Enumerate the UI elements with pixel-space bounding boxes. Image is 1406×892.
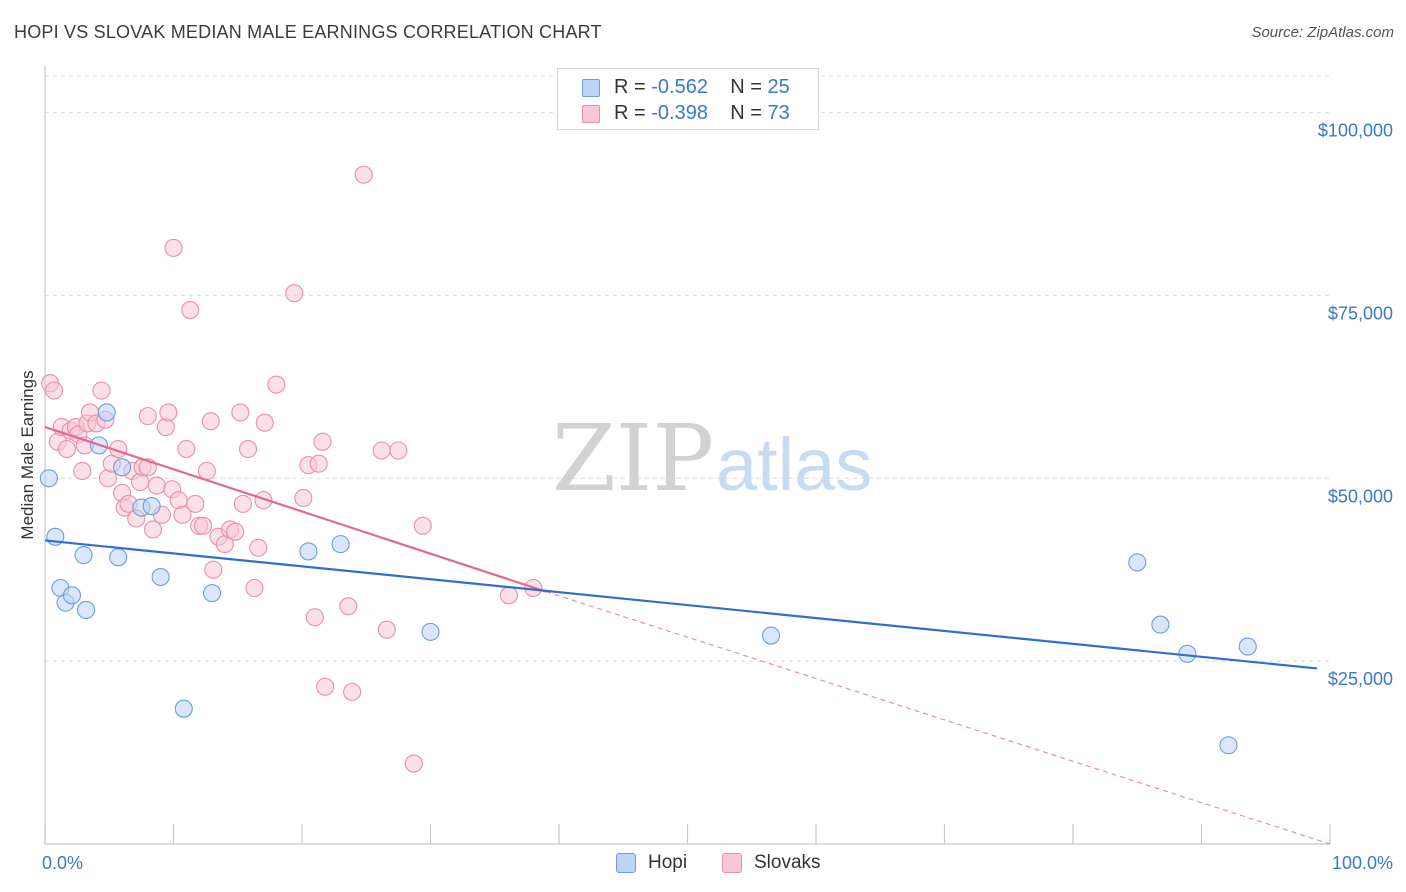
- source-label: Source: ZipAtlas.com: [1251, 24, 1394, 41]
- slovaks-point: [313, 432, 332, 451]
- tick-labels: $25,000 $50,000 $75,000 $100,000 0.0% 100.0% M…: [18, 121, 1393, 873]
- slovaks-point: [44, 381, 64, 400]
- slovaks-trend-line: [44, 426, 547, 593]
- hopi-point: [299, 542, 318, 561]
- hopi-point: [97, 403, 116, 422]
- hopi-point: [1238, 637, 1257, 656]
- hopi-point: [142, 497, 161, 516]
- r-label: R =: [614, 76, 652, 98]
- hopi-swatch: [616, 853, 636, 873]
- bottom-legend-label: Slovaks: [754, 852, 821, 873]
- slovaks-point: [201, 412, 220, 431]
- r-label: R =: [614, 102, 652, 124]
- slovaks-point: [147, 476, 166, 495]
- slovaks-point: [343, 682, 362, 701]
- slovaks-point: [238, 439, 258, 459]
- slovaks-point: [92, 381, 111, 400]
- hopi-point: [39, 469, 58, 488]
- slovaks-point: [159, 403, 178, 422]
- hopi-point: [761, 626, 781, 645]
- slovaks-swatch: [722, 853, 742, 873]
- slovaks-point: [254, 491, 273, 510]
- slovaks-point: [377, 620, 396, 639]
- slovaks-point: [245, 578, 264, 598]
- slovaks-point: [499, 586, 518, 605]
- y-tick-label: $100,000: [1318, 121, 1393, 141]
- slovaks-point: [413, 516, 432, 535]
- n-value: 25: [767, 76, 790, 98]
- slovaks-point: [204, 560, 223, 579]
- axes: [44, 66, 1331, 845]
- n-value: 73: [767, 102, 790, 124]
- slovaks-point: [389, 441, 408, 460]
- hopi-point: [331, 535, 350, 554]
- grid-lines: [45, 75, 1330, 662]
- trend-lines: [44, 426, 1331, 845]
- n-label: N =: [730, 76, 768, 98]
- data-points: [39, 165, 1257, 773]
- y-axis-title: Median Male Earnings: [18, 370, 37, 539]
- watermark: ZIP atlas: [552, 405, 872, 512]
- slovaks-point: [177, 439, 196, 459]
- hopi-point: [1151, 615, 1170, 634]
- slovaks-point: [255, 413, 274, 432]
- hopi-point: [174, 699, 193, 718]
- y-tick-label: $25,000: [1328, 669, 1393, 689]
- watermark-atlas: atlas: [716, 423, 872, 506]
- correlation-legend: R = -0.562 N = 25 R = -0.398 N = 73: [557, 68, 819, 130]
- r-value: -0.398: [651, 102, 708, 124]
- slovaks-swatch: [582, 105, 600, 123]
- slovaks-point: [305, 608, 324, 627]
- y-tick-label: $50,000: [1328, 486, 1393, 506]
- n-label: N =: [730, 102, 768, 124]
- slovaks-point: [309, 454, 328, 473]
- slovaks-point: [143, 520, 162, 539]
- hopi-swatch: [582, 79, 600, 97]
- hopi-point: [203, 584, 222, 603]
- slovaks-point: [249, 538, 268, 557]
- slovaks-point: [372, 441, 391, 460]
- hopi-point: [113, 458, 132, 477]
- y-tick-label: $75,000: [1328, 303, 1393, 323]
- slovaks-point: [404, 754, 423, 773]
- hopi-point: [77, 600, 96, 619]
- slovaks-point: [354, 165, 373, 184]
- slovaks-point: [226, 522, 245, 541]
- slovaks-point: [316, 677, 335, 696]
- slovaks-point: [197, 461, 216, 481]
- hopi-point: [1219, 736, 1238, 755]
- hopi-point: [62, 586, 82, 605]
- watermark-zip: ZIP: [552, 405, 714, 512]
- slovaks-point: [138, 407, 157, 426]
- slovaks-point: [156, 418, 175, 437]
- hopi-point: [74, 546, 93, 565]
- slovaks-point: [181, 301, 200, 320]
- hopi-point: [421, 622, 440, 641]
- bottom-legend-label: Hopi: [648, 852, 688, 873]
- slovaks-point: [294, 488, 313, 508]
- slovaks-point: [73, 461, 92, 481]
- x-tick-label-min: 0.0%: [42, 853, 83, 873]
- slovaks-point: [164, 238, 183, 257]
- hopi-point: [151, 567, 170, 587]
- slovaks-point: [285, 284, 304, 303]
- slovaks-point: [173, 505, 192, 524]
- hopi-point: [109, 548, 128, 567]
- hopi-trend-line: [44, 539, 1318, 670]
- slovaks-point: [186, 494, 205, 513]
- x-tick-label-max: 100.0%: [1332, 853, 1393, 873]
- slovaks-point: [194, 516, 213, 535]
- slovaks-point: [57, 439, 76, 459]
- chart-title: HOPI VS SLOVAK MEDIAN MALE EARNINGS CORR…: [14, 22, 602, 42]
- slovaks-point: [339, 597, 358, 616]
- slovaks-trend-extension: [545, 591, 1331, 845]
- slovaks-point: [233, 494, 252, 513]
- slovaks-point: [231, 403, 250, 422]
- r-value: -0.562: [651, 76, 708, 98]
- hopi-point: [1128, 553, 1147, 572]
- slovaks-point: [267, 375, 286, 394]
